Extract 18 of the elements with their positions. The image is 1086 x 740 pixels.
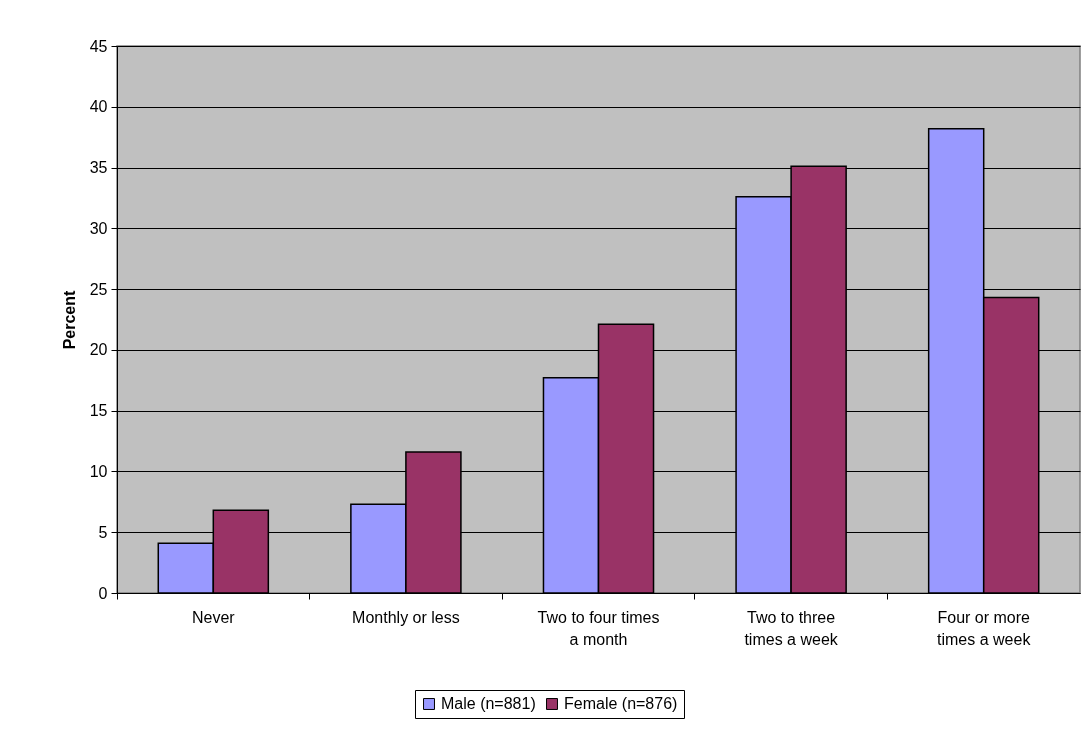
y-tick-label: 30	[89, 219, 108, 237]
y-axis-title: Percent	[60, 289, 78, 350]
y-tick-label: 25	[89, 280, 108, 298]
y-tick-label: 10	[89, 462, 108, 480]
x-tick-label: Two to three times a week	[744, 608, 839, 648]
x-tick-label: Two to four times a month	[537, 608, 660, 648]
y-tick-label: 40	[89, 98, 108, 116]
x-tick-label: Never	[191, 608, 236, 626]
x-tick-label: Four or more times a week	[937, 608, 1032, 648]
y-tick-label: 20	[89, 341, 108, 359]
x-tick-label: Monthly or less	[352, 608, 460, 626]
y-tick-label: 45	[89, 37, 108, 55]
legend-label: Male (n=881)	[441, 695, 536, 712]
y-tick-label: 15	[89, 402, 108, 420]
y-tick-label: 5	[98, 523, 108, 541]
y-tick-label: 35	[89, 159, 108, 177]
y-tick-label: 0	[98, 584, 108, 602]
legend-label: Female (n=876)	[564, 695, 678, 712]
